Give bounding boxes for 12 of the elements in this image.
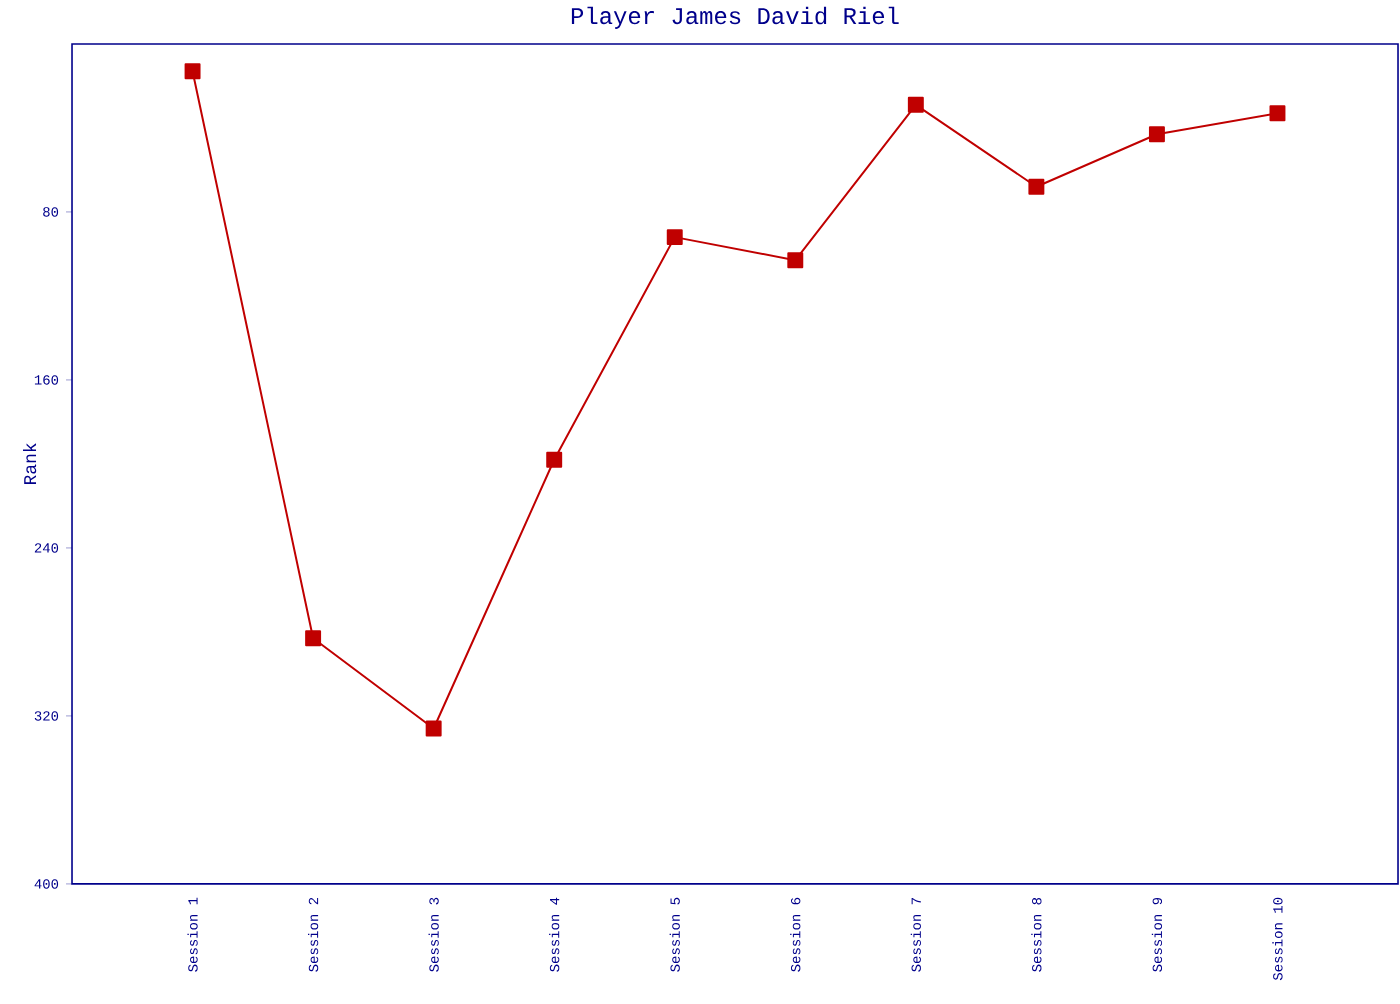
- y-axis-title: Rank: [23, 443, 37, 485]
- point: [305, 630, 322, 647]
- point: [1148, 126, 1165, 143]
- point: [546, 451, 563, 468]
- point: [666, 229, 683, 246]
- point: [425, 720, 442, 737]
- point: [907, 96, 924, 113]
- point: [1028, 178, 1045, 195]
- chart-title: Player James David Riel: [571, 6, 899, 29]
- point: [787, 252, 804, 269]
- point: [1269, 105, 1286, 122]
- point: [184, 63, 201, 80]
